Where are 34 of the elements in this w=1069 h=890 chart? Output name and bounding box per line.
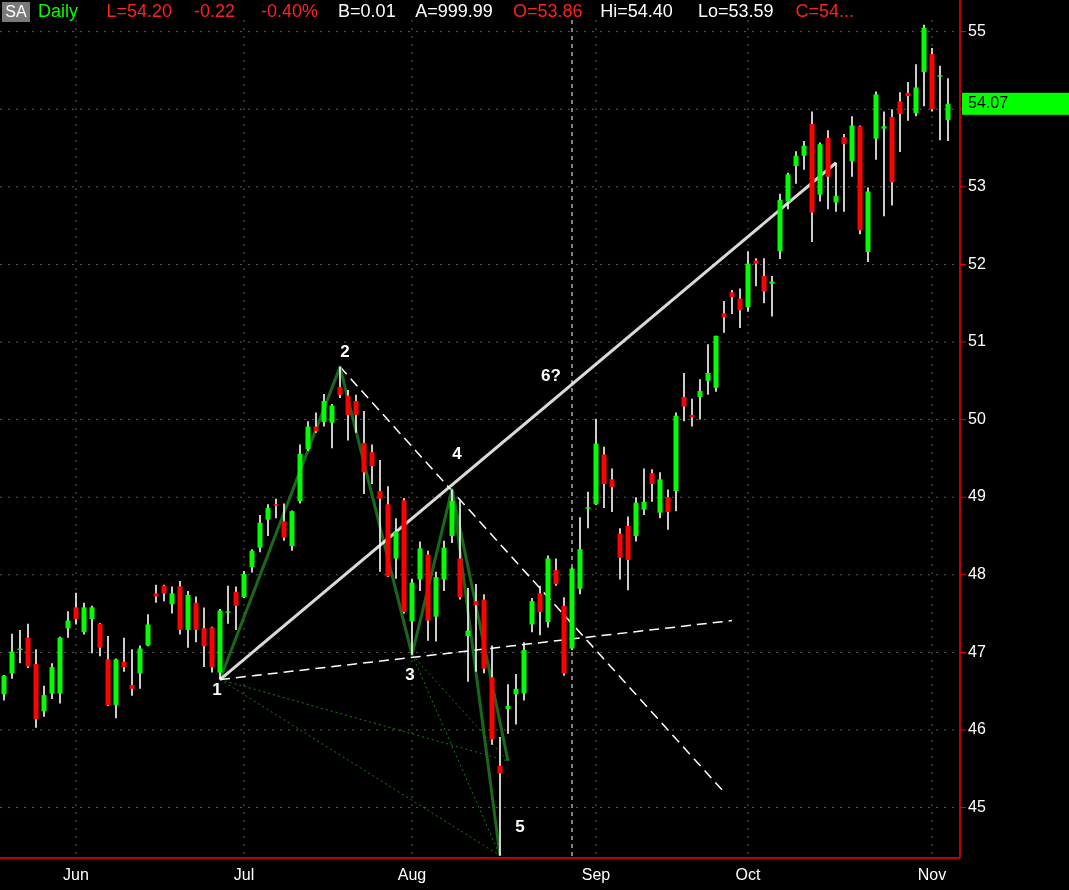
annotation: O=53.86 [512,1,583,21]
y-tick-label: 45 [968,797,986,815]
x-tick-label: Aug [397,866,427,883]
y-tick-label: 53 [968,177,986,195]
x-tick-label: Oct [735,866,761,883]
y-tick-label: 50 [968,409,986,427]
y-tick-label: 46 [968,720,986,738]
annotation: 1 [212,680,222,700]
y-tick-label: 49 [968,487,986,505]
text: SA [5,3,27,20]
annotation: A=999.99 [415,1,493,21]
y-tick-label: 55 [968,21,986,39]
x-tick-label: Jun [63,866,89,883]
y-tick-label: 48 [968,565,986,583]
annotation: L=54.20 [106,1,173,21]
text: 54.07 [968,94,1009,112]
y-tick-label: 51 [968,332,986,350]
x-tick-label: Sep [581,866,611,883]
annotation: 5 [515,817,525,837]
annotation: B=0.01 [338,1,396,21]
annotation: 3 [405,665,415,685]
annotation: Hi=54.40 [600,1,673,21]
annotation: 6? [541,366,561,386]
annotation: 4 [452,443,463,463]
x-tick-label: Nov [917,866,947,883]
y-tick-label: 52 [968,254,986,272]
annotation: C=54... [795,1,855,21]
chart-title: Daily [38,1,79,21]
annotation: -0.22 [193,1,235,21]
annotation: 2 [340,342,350,362]
annotation: -0.40% [260,1,318,21]
x-tick-label: Jul [233,866,255,883]
y-tick-label: 47 [968,642,986,660]
annotation: Lo=53.59 [697,1,774,21]
